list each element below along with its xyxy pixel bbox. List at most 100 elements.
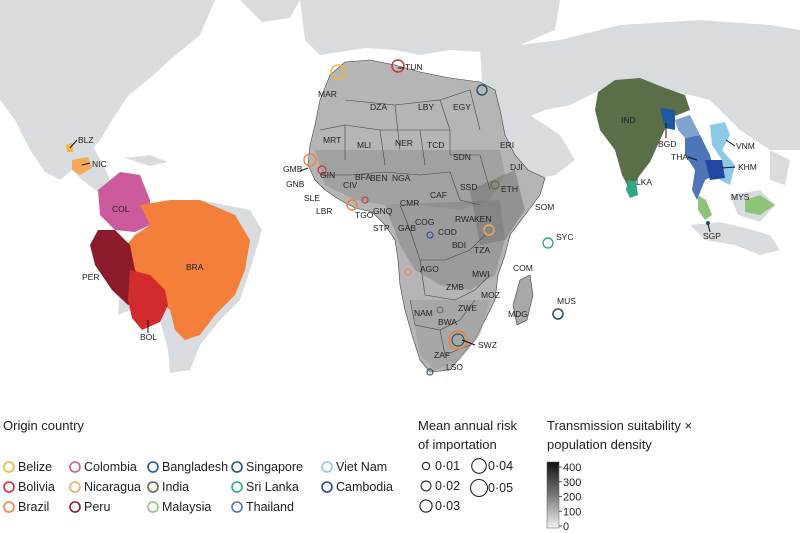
origin-swatch [231,481,243,493]
ring-cod [426,231,434,239]
suitability-tick-label: 400 [563,462,581,474]
risk-legend-item: 0·01 [421,459,460,473]
label-stp: STP [373,223,390,233]
origin-swatch [147,501,159,513]
risk-legend-label: 0·03 [435,499,460,513]
ring-zaf-inner [451,333,465,347]
origin-legend-item: Sri Lanka [231,480,299,494]
origin-swatch [3,501,15,513]
label-tha: THA [671,152,688,162]
origin-swatch [69,501,81,513]
label-bfa: BFA [355,172,371,182]
origin-legend-label: Sri Lanka [246,480,299,494]
east-texture [470,170,525,245]
label-tun: TUN [405,62,422,72]
ring-ago [404,268,412,276]
label-mrt: MRT [323,135,341,145]
arabia-land [490,110,575,180]
origin-legend-label: Bangladesh [162,460,228,474]
label-gnq: GNQ [373,206,393,216]
africa-continent [307,59,546,373]
origin-legend-label: Nicaragua [84,480,141,494]
central-texture [385,200,505,290]
risk-legend-label: 0·02 [435,479,460,493]
risk-legend-label: 0·01 [435,459,460,473]
label-vnm: VNM [736,141,755,151]
africa-borders [319,89,491,356]
label-blz: BLZ [78,135,94,145]
label-moz: MOZ [481,290,500,300]
label-com: COM [513,263,533,273]
label-som: SOM [535,202,554,212]
ring-mar [330,64,346,80]
caribbean-land [125,155,168,166]
cambodia-region [705,160,725,180]
origin-legend-label: Singapore [246,460,303,474]
label-sgp: SGP [703,231,721,241]
label-ken: KEN [474,214,491,224]
suitability-tick-label: 300 [563,477,581,489]
suitability-tick-label: 100 [563,506,581,518]
risk-legend-label: 0·05 [488,481,513,495]
label-bra: BRA [186,262,204,272]
label-khm: KHM [738,162,757,172]
ring-tun [391,59,405,73]
label-bol: BOL [140,332,157,342]
label-gmb: GMB [283,164,303,174]
label-rwa: RWA [455,214,475,224]
label-civ: CIV [343,180,358,190]
origin-legend-title: Origin country [3,418,84,433]
origin-countries [66,78,775,340]
label-zmb: ZMB [446,282,464,292]
risk-swatch [420,480,432,492]
singapore-dot [706,221,710,225]
origin-legend-label: Cambodia [336,480,393,494]
label-cmr: CMR [400,198,419,208]
origin-legend-item: Belize [3,460,52,474]
label-lbr: LBR [316,206,333,216]
origin-swatch [321,461,333,473]
label-mdg: MDG [508,309,528,319]
risk-swatch [419,499,433,513]
label-mus: MUS [557,296,576,306]
risk-swatch [421,461,431,471]
origin-swatch [3,461,15,473]
ring-bwa [436,306,444,314]
origin-legend-label: Colombia [84,460,137,474]
label-bwa: BWA [438,317,457,327]
risk-legend-item: 0·04 [471,458,513,474]
label-ssd: SSD [460,182,477,192]
label-nam: NAM [414,308,433,318]
label-mys: MYS [731,192,750,202]
origin-legend: Origin country [3,418,84,433]
origin-legend-label: Brazil [18,500,49,514]
malaysia-peninsula [698,195,712,220]
suitability-colorbar [546,461,560,529]
origin-legend-label: Malaysia [162,500,211,514]
label-gnb: GNB [286,179,305,189]
ring-ssd [490,180,500,190]
myanmar-shade [675,115,700,138]
risk-swatch [471,458,487,474]
label-lby: LBY [418,102,434,112]
label-swz: SWZ [478,340,497,350]
origin-legend-item: India [147,480,189,494]
colombia-region [98,172,150,232]
label-ago: AGO [420,264,439,274]
label-tza: TZA [474,245,490,255]
indonesia-land [690,222,780,255]
label-sle: SLE [304,193,320,203]
label-dji: DJI [510,162,523,172]
country-labels: BLZ NIC COL BRA PER BOL MAR TUN DZA LBY … [78,62,757,372]
origin-legend-label: Thailand [246,500,294,514]
label-mar: MAR [318,89,337,99]
origin-legend-label: Viet Nam [336,460,387,474]
label-tcd: TCD [427,140,444,150]
label-lka: LKA [636,177,652,187]
label-bdi: BDI [452,240,466,250]
origin-legend-label: India [162,480,189,494]
origin-swatch [147,481,159,493]
label-col: COL [112,204,130,214]
